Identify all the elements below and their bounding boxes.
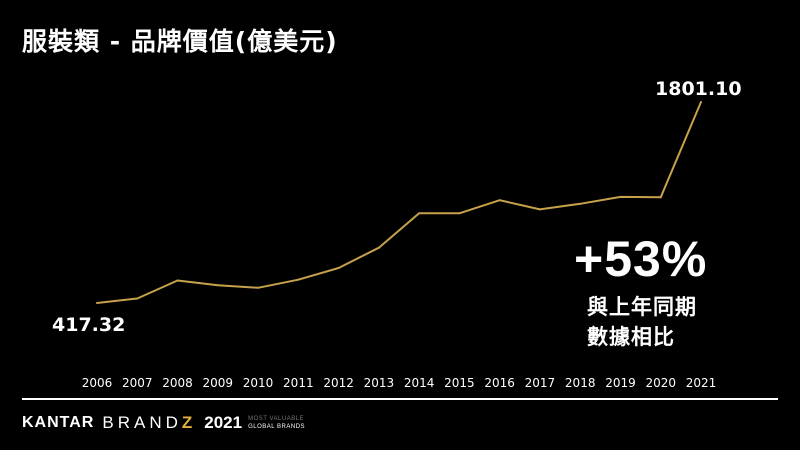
data-point-2007 <box>136 297 139 300</box>
data-point-2006 <box>96 302 98 304</box>
data-point-2015 <box>458 212 461 215</box>
tagline-line1: MOST VALUABLE <box>248 416 305 422</box>
x-tick-label: 2007 <box>122 376 153 390</box>
data-label-2006: 417.32 <box>52 314 125 336</box>
data-point-2021 <box>700 101 702 103</box>
data-point-2010 <box>257 286 260 289</box>
yoy-label-line1: 與上年同期 <box>587 295 697 319</box>
data-point-2012 <box>337 267 340 270</box>
brandz-logo-text: BRAND <box>102 413 182 432</box>
x-tick-label: 2009 <box>203 376 234 390</box>
x-tick-label: 2020 <box>645 376 676 390</box>
x-tick-label: 2008 <box>162 376 193 390</box>
footer-brand-logo: KANTAR BRAND Z 2021 MOST VALUABLE GLOBAL… <box>22 413 305 433</box>
brandz-logo-z: Z <box>181 413 193 432</box>
x-tick-label: 2017 <box>525 376 556 390</box>
data-point-2018 <box>579 202 582 205</box>
x-tick-label: 2012 <box>323 376 354 390</box>
kantar-logo-text: KANTAR <box>22 414 95 431</box>
data-point-2014 <box>418 212 421 215</box>
yoy-change-value: +53% <box>574 231 708 287</box>
x-tick-label: 2019 <box>605 376 636 390</box>
page-title: 服裝類 - 品牌價值(億美元) <box>22 27 338 56</box>
series-line <box>96 101 702 304</box>
tagline-line2: GLOBAL BRANDS <box>248 424 306 430</box>
data-point-2016 <box>498 199 501 202</box>
footer-tagline: MOST VALUABLE GLOBAL BRANDS <box>248 415 305 431</box>
yoy-change-label: 與上年同期 數據相比 <box>587 292 697 352</box>
footer-year: 2021 <box>204 413 243 432</box>
x-tick-label: 2006 <box>82 376 113 390</box>
x-tick-label: 2016 <box>484 376 515 390</box>
data-point-2017 <box>538 208 541 211</box>
data-point-2020 <box>659 196 662 199</box>
data-point-2009 <box>216 284 219 287</box>
x-tick-label: 2010 <box>243 376 274 390</box>
data-point-2019 <box>619 195 622 198</box>
yoy-label-line2: 數據相比 <box>587 325 675 349</box>
data-label-2021: 1801.10 <box>655 78 742 100</box>
data-point-2008 <box>176 279 179 282</box>
data-point-2011 <box>297 278 300 281</box>
x-tick-label: 2021 <box>686 376 717 390</box>
x-tick-label: 2018 <box>565 376 596 390</box>
x-tick-label: 2015 <box>444 376 475 390</box>
x-tick-label: 2011 <box>283 376 314 390</box>
footer-divider <box>22 398 778 400</box>
x-tick-label: 2014 <box>404 376 435 390</box>
line-chart: 2006 2007 2008 2009 2010 2011 2012 2013 2014 2015… <box>52 78 742 390</box>
data-point-2013 <box>377 246 380 249</box>
x-tick-label: 2013 <box>364 376 395 390</box>
